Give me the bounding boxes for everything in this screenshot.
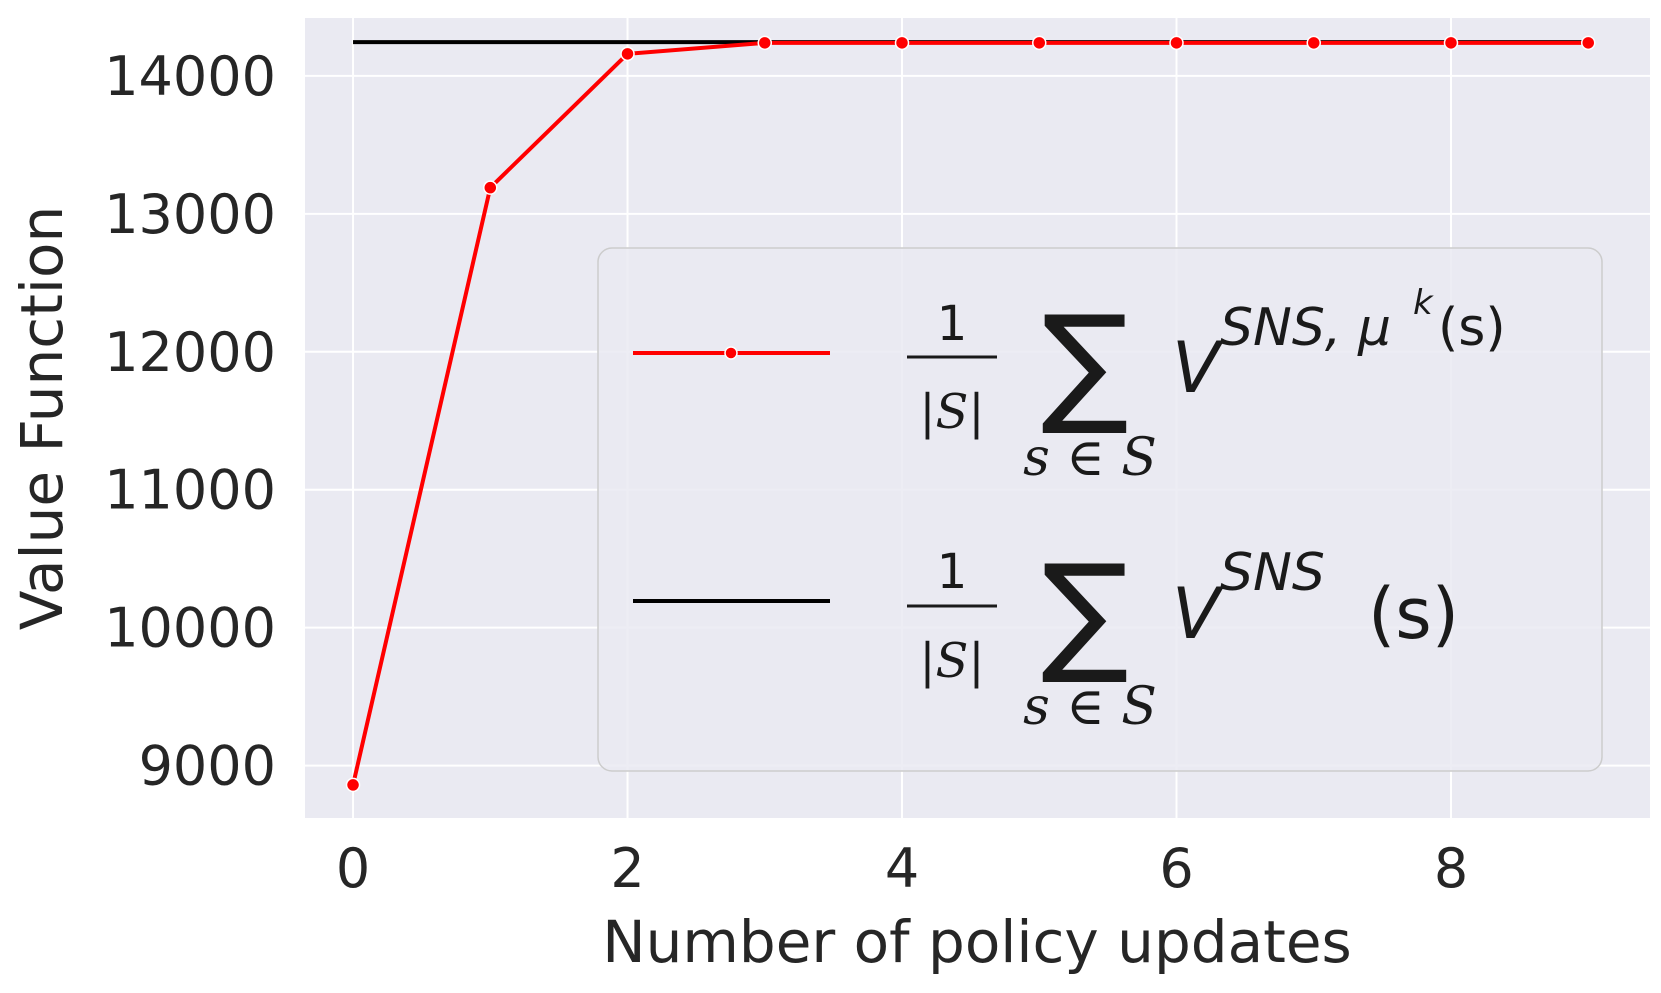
y-tick-label: 14000 (104, 45, 276, 108)
data-point (1032, 35, 1047, 51)
data-point (1306, 35, 1321, 51)
y-tick-label: 11000 (104, 459, 276, 522)
series-group (345, 35, 1596, 793)
legend-box (597, 247, 1603, 772)
y-tick-label: 13000 (104, 183, 276, 246)
legend-2-sum-symbol: ∑ (1041, 536, 1129, 688)
x-tick-label: 0 (336, 837, 370, 900)
y-tick-label: 12000 (104, 321, 276, 384)
legend-1-sup: SNS, μ (1220, 298, 1391, 358)
legend-2-base: V (1172, 573, 1224, 655)
x-tick-label: 8 (1434, 837, 1468, 900)
legend-1-sup-k: k (1413, 283, 1434, 323)
y-tick-label: 9000 (139, 735, 276, 798)
legend-2-frac-num: 1 (937, 544, 968, 600)
y-axis-label: Value Function (8, 206, 76, 630)
y-tick-labels: 9000 10000 11000 12000 13000 14000 (104, 45, 276, 798)
legend-1-sum-symbol: ∑ (1041, 287, 1129, 439)
data-point (757, 35, 773, 51)
legend-1-frac-den: |S| (919, 384, 984, 440)
x-tick-label: 4 (885, 837, 919, 900)
data-point (483, 180, 498, 195)
legend-2-sum-sub: s ∈ S (1023, 677, 1157, 737)
x-tick-label: 6 (1159, 837, 1193, 900)
legend-entry-1: 1 |S| ∑ s ∈ S V SNS, μ k (s) (633, 283, 1506, 488)
legend-2-sup: SNS (1220, 543, 1325, 603)
data-point (1443, 35, 1459, 51)
y-tick-label: 10000 (104, 597, 276, 660)
x-tick-labels: 0 2 4 6 8 (336, 837, 1468, 900)
series-line-red (351, 40, 1589, 786)
data-point (1169, 35, 1184, 51)
data-point (345, 777, 361, 793)
data-point (620, 46, 635, 62)
legend-1-base: V (1172, 327, 1224, 409)
data-point (894, 35, 910, 51)
legend-entry-2: 1 |S| ∑ s ∈ S V SNS (s) (633, 536, 1459, 737)
data-point (1580, 35, 1596, 51)
legend-marker-red (724, 346, 738, 360)
x-axis-label: Number of policy updates (602, 908, 1352, 976)
x-tick-label: 2 (610, 837, 644, 900)
legend: 1 |S| ∑ s ∈ S V SNS, μ k (s) 1 |S| ∑ s ∈… (597, 247, 1603, 772)
legend-1-frac-num: 1 (937, 296, 968, 352)
legend-2-suffix: (s) (1368, 573, 1459, 655)
legend-1-sum-sub: s ∈ S (1023, 428, 1157, 488)
legend-2-frac-den: |S| (919, 633, 984, 689)
legend-1-suffix: (s) (1438, 298, 1506, 358)
